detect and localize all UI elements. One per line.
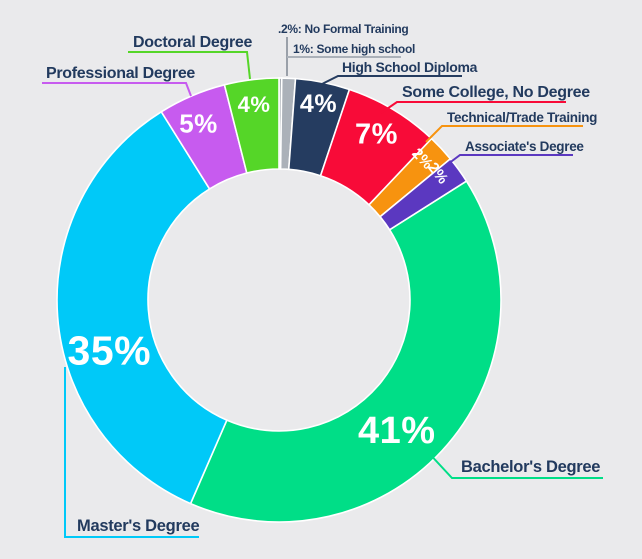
callout-label-some-high-school: 1%: Some high school — [293, 42, 415, 56]
pct-label-bachelors-degree: 41% — [358, 410, 436, 452]
callout-label-associates-degree: Associate's Degree — [465, 139, 584, 154]
callout-line-high-school-diploma — [321, 75, 462, 85]
pct-label-high-school-diploma: 4% — [300, 90, 337, 118]
callout-leader-lines — [42, 37, 603, 538]
pct-label-professional-degree: 5% — [179, 109, 218, 139]
callout-label-high-school-diploma: High School Diploma — [342, 59, 478, 75]
slice-doctoral-degree — [223, 77, 280, 174]
callout-labels: Doctoral Degree Professional Degree .2%: N… — [46, 22, 601, 535]
slice-masters-degree — [56, 110, 228, 505]
pct-label-doctoral-degree: 4% — [238, 92, 271, 117]
callout-label-doctoral-degree: Doctoral Degree — [133, 34, 252, 51]
callout-label-professional-degree: Professional Degree — [46, 65, 195, 82]
callout-line-bachelors-degree — [425, 449, 603, 479]
callout-label-technical-trade-training: Technical/Trade Training — [447, 110, 597, 125]
pct-label-some-college-no-degree: 7% — [355, 119, 398, 151]
callout-label-bachelors-degree: Bachelor's Degree — [461, 458, 600, 476]
callout-line-technical-trade-training — [425, 125, 583, 143]
callout-line-doctoral-degree — [128, 51, 251, 80]
callout-line-associates-degree — [443, 154, 573, 168]
donut-slices — [56, 77, 502, 523]
callout-line-some-college-no-degree — [380, 101, 566, 114]
slice-percentage-labels: 4%7%2%2%41%35%5%4% — [68, 90, 452, 452]
pct-label-masters-degree: 35% — [68, 327, 152, 373]
callout-label-masters-degree: Master's Degree — [77, 517, 199, 535]
callout-label-no-formal-training: .2%: No Formal Training — [278, 22, 408, 36]
callout-line-professional-degree — [42, 82, 192, 97]
callout-label-some-college-no-degree: Some College, No Degree — [402, 84, 590, 101]
slice-bachelors-degree — [189, 180, 502, 523]
callout-line-masters-degree — [64, 367, 199, 538]
